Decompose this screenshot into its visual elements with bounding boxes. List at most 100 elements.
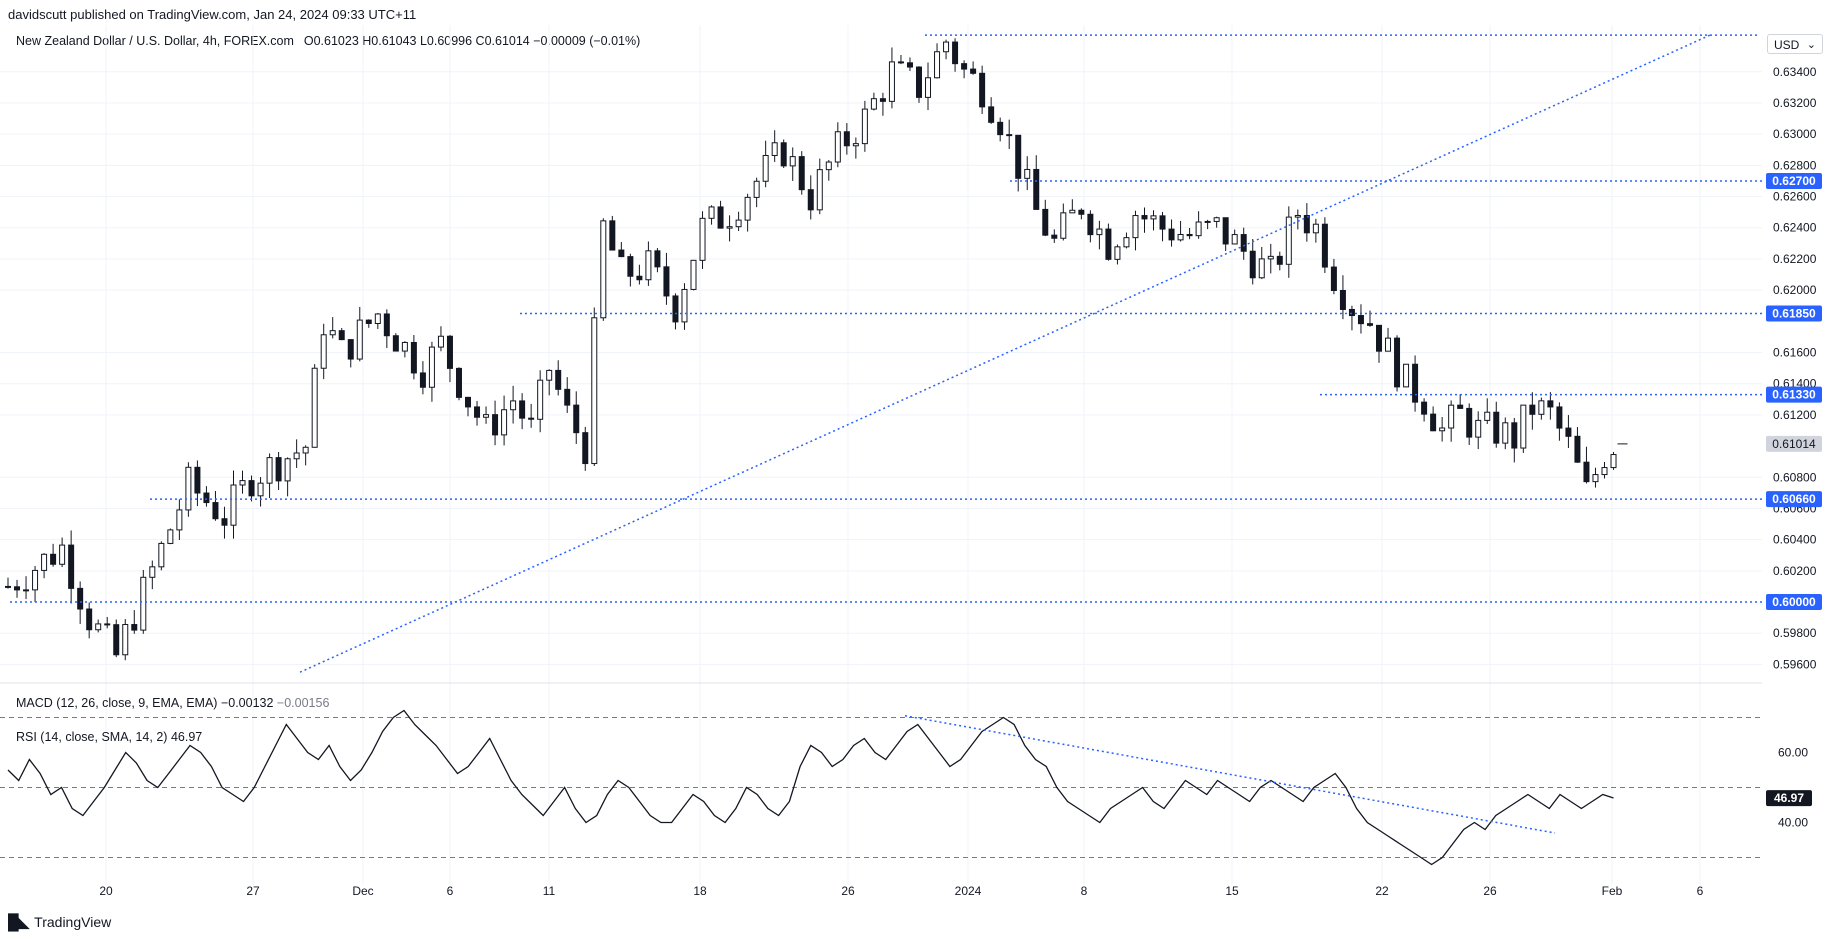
candle-body bbox=[1574, 435, 1581, 463]
candle-body bbox=[744, 196, 751, 221]
rsi-legend[interactable]: RSI (14, close, SMA, 14, 2) 46.97 bbox=[16, 730, 202, 744]
x-tick-label: Feb bbox=[1602, 884, 1623, 898]
candle-body bbox=[1457, 404, 1464, 409]
candle-body bbox=[1276, 255, 1283, 265]
candle-body bbox=[1357, 315, 1364, 325]
candle-body bbox=[1403, 363, 1410, 388]
candle-body bbox=[1150, 215, 1157, 220]
candle-body bbox=[1249, 250, 1256, 279]
rsi-value-label: 46.97 bbox=[1774, 791, 1804, 805]
level-price-label-bg bbox=[1766, 305, 1822, 322]
candle-body bbox=[1195, 221, 1202, 237]
candle-body bbox=[528, 417, 535, 420]
candle-body bbox=[59, 544, 66, 565]
candle-body bbox=[1240, 234, 1247, 252]
tradingview-brand[interactable]: █◣ TradingView bbox=[8, 913, 111, 931]
price-axis[interactable]: 0.63400 0.63200 0.63000 0.62800 0.62600 0.624… bbox=[1766, 65, 1822, 672]
x-tick-label: 6 bbox=[447, 884, 454, 898]
candle-body bbox=[1529, 404, 1536, 415]
candle-body bbox=[952, 41, 959, 65]
candle-body bbox=[1348, 308, 1355, 317]
last-price-label: 0.61014 bbox=[1772, 437, 1816, 451]
rsi-trendline[interactable] bbox=[904, 715, 1556, 834]
y-tick-label: 0.62000 bbox=[1773, 283, 1817, 297]
level-price-label-bg bbox=[1766, 386, 1822, 403]
candle-body bbox=[1285, 216, 1292, 265]
rsi-value: 46.97 bbox=[170, 730, 203, 744]
candle-body bbox=[1267, 255, 1274, 260]
candle-body bbox=[167, 529, 174, 544]
symbol-legend[interactable]: New Zealand Dollar / U.S. Dollar, 4h, FO… bbox=[16, 34, 640, 48]
level-price-label: 0.60000 bbox=[1772, 595, 1816, 609]
candle-body bbox=[401, 341, 408, 352]
time-axis[interactable]: 20 27 Dec 6 11 18 26 2024 8 15 22 26 Feb 6 bbox=[99, 884, 1703, 898]
candle-body bbox=[780, 142, 787, 167]
candle-body bbox=[483, 414, 490, 418]
candle-body bbox=[510, 400, 517, 411]
candle-body bbox=[275, 457, 282, 482]
candle-body bbox=[1186, 233, 1193, 237]
candle-body bbox=[302, 446, 309, 454]
candle-body bbox=[86, 608, 93, 631]
candle-body bbox=[1601, 467, 1608, 476]
candle-body bbox=[410, 341, 417, 374]
candle-body bbox=[1294, 214, 1301, 218]
y-tick-label: 0.63400 bbox=[1773, 65, 1817, 79]
candle-body bbox=[906, 62, 913, 68]
candle-body bbox=[1466, 407, 1473, 438]
candle-body bbox=[1421, 401, 1428, 415]
candle-body bbox=[1042, 208, 1049, 236]
candle-body bbox=[681, 288, 688, 323]
candle-body bbox=[77, 587, 84, 610]
candle-body bbox=[690, 259, 697, 290]
candle-body bbox=[122, 624, 129, 656]
candle-body bbox=[131, 624, 138, 631]
candle-body bbox=[284, 458, 291, 482]
candle-body bbox=[1592, 474, 1599, 483]
trendline bbox=[299, 34, 1711, 673]
x-tick-label: 20 bbox=[99, 884, 113, 898]
candle-body bbox=[50, 553, 57, 565]
candle-body bbox=[943, 41, 950, 53]
candle-body bbox=[897, 61, 904, 64]
candle-body bbox=[1159, 215, 1166, 230]
publisher-line: davidscutt published on TradingView.com,… bbox=[8, 7, 417, 22]
candle-body bbox=[239, 480, 246, 486]
candle-body bbox=[446, 335, 453, 369]
candle-body bbox=[1024, 168, 1031, 179]
candle-body bbox=[888, 61, 895, 102]
rsi-value-label-bg bbox=[1766, 790, 1812, 807]
y-tick-label: 0.63200 bbox=[1773, 96, 1817, 110]
candle-body bbox=[293, 452, 300, 460]
candle-body bbox=[1213, 217, 1220, 222]
level-price-label: 0.61850 bbox=[1772, 307, 1816, 321]
candle-body bbox=[320, 334, 327, 369]
ohlc-values: O0.61023 H0.61043 L0.60996 C0.61014 −0.0… bbox=[303, 34, 641, 48]
macd-legend[interactable]: MACD (12, 26, close, 9, EMA, EMA) −0.001… bbox=[16, 696, 329, 710]
candle-body bbox=[934, 51, 941, 79]
candle-body bbox=[546, 369, 553, 381]
candles bbox=[5, 38, 1628, 661]
candle-body bbox=[825, 161, 832, 171]
candle-body bbox=[1015, 134, 1022, 179]
candle-body bbox=[762, 154, 769, 182]
rsi-axis[interactable]: 60.00 40.00 46.97 bbox=[1766, 746, 1812, 830]
candle-body bbox=[1258, 258, 1265, 279]
y-tick-label: 0.62600 bbox=[1773, 190, 1817, 204]
x-tick-label: 22 bbox=[1375, 884, 1389, 898]
candle-body bbox=[1177, 233, 1184, 241]
candle-body bbox=[915, 66, 922, 98]
candle-body bbox=[1493, 411, 1500, 444]
grid-lines bbox=[0, 25, 1762, 885]
x-tick-label: 2024 bbox=[955, 884, 982, 898]
candle-body bbox=[1204, 220, 1211, 223]
price-trendline[interactable] bbox=[299, 34, 1711, 673]
candle-body bbox=[663, 266, 670, 297]
candle-body bbox=[997, 121, 1004, 136]
currency-selector[interactable]: USD ⌄ bbox=[1767, 34, 1823, 54]
candle-body bbox=[1105, 228, 1112, 260]
x-tick-label: 11 bbox=[543, 884, 556, 898]
candle-body bbox=[852, 143, 859, 147]
candle-body bbox=[492, 414, 499, 436]
